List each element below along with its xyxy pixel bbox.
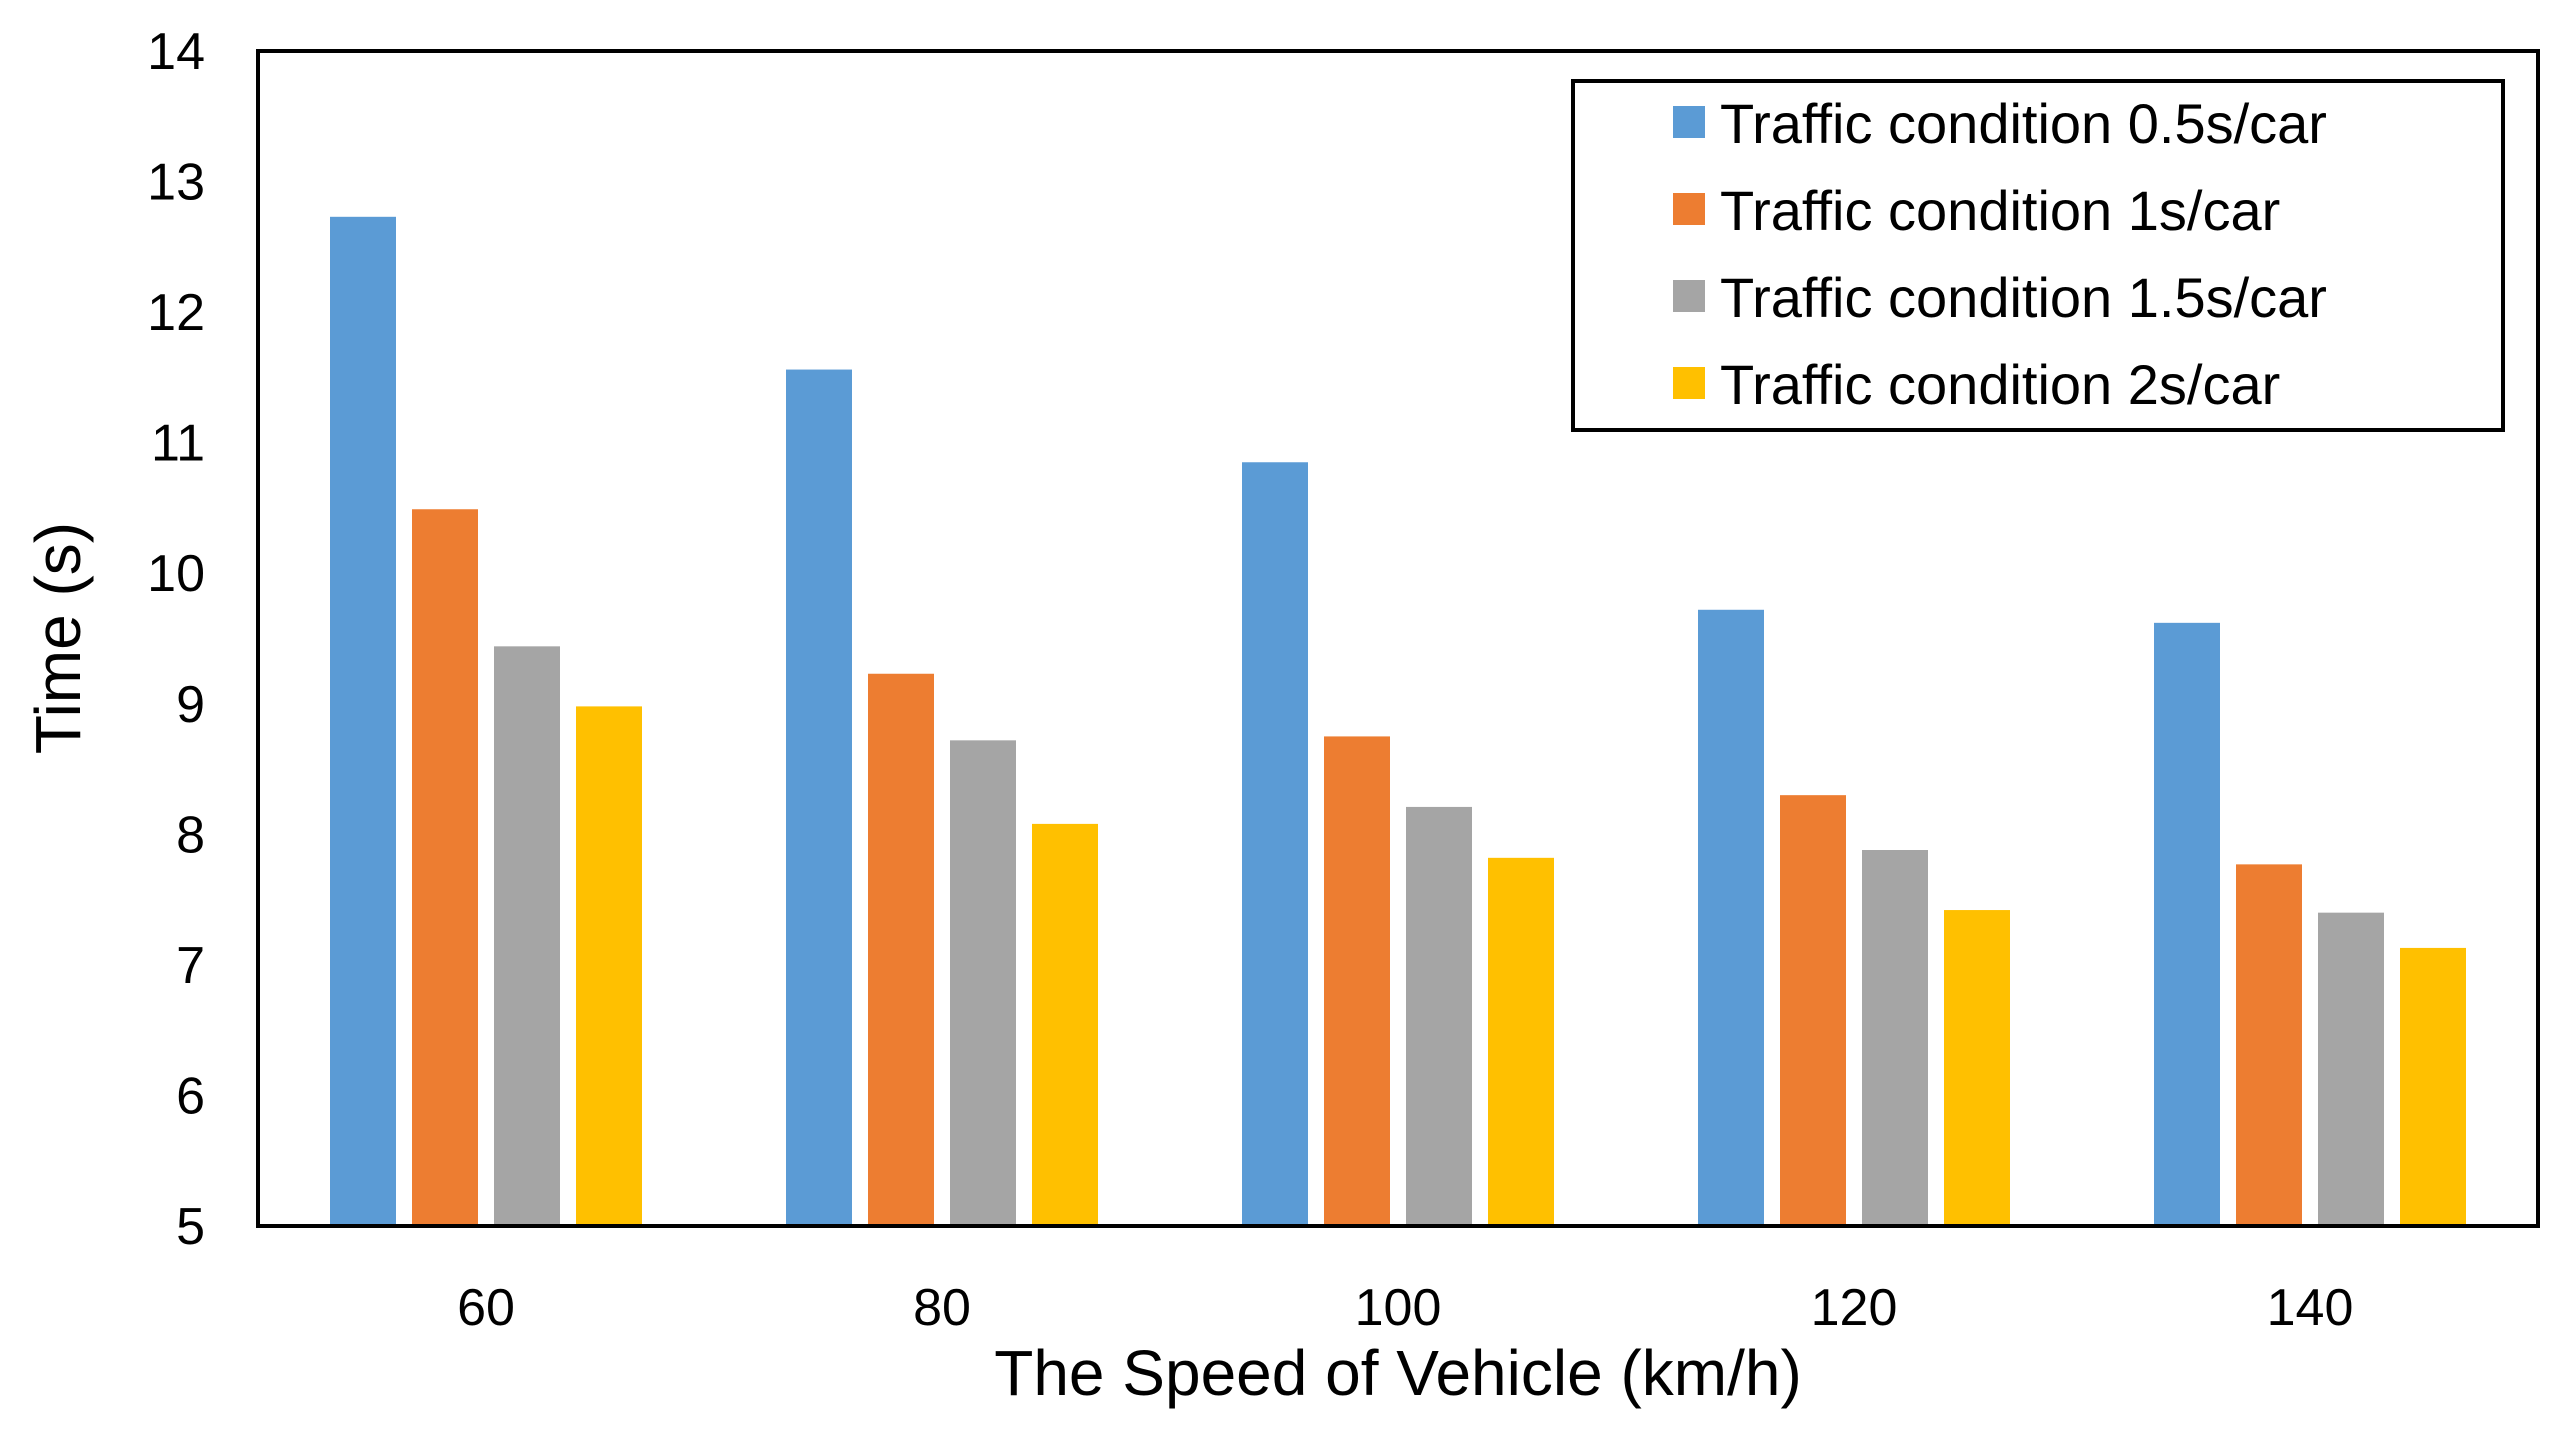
x-tick-label: 100 <box>1355 1279 1442 1337</box>
bar-100-series-1 <box>1242 462 1308 1226</box>
bar-100-series-4 <box>1488 857 1554 1226</box>
x-tick-label: 140 <box>2267 1279 2354 1337</box>
legend-swatch-3 <box>1673 280 1705 312</box>
bar-60-series-1 <box>330 216 396 1227</box>
y-tick-label: 6 <box>176 1067 205 1125</box>
legend-label-3: Traffic condition 1.5s/car <box>1720 266 2327 329</box>
legend-swatch-1 <box>1673 106 1705 138</box>
x-axis-ticks: 60 80 100 120 140 <box>457 1279 2353 1337</box>
legend-label-2: Traffic condition 1s/car <box>1720 179 2280 242</box>
bar-80-series-4 <box>1032 823 1098 1226</box>
bar-140-series-2 <box>2236 864 2302 1226</box>
legend: Traffic condition 0.5s/car Traffic condit… <box>1571 79 2505 432</box>
y-tick-label: 13 <box>147 154 205 212</box>
bar-80-series-3 <box>950 740 1016 1226</box>
legend-label-1: Traffic condition 0.5s/car <box>1720 92 2327 155</box>
bar-60-series-2 <box>412 509 478 1226</box>
plot-area-frame <box>256 49 2540 1228</box>
x-tick-label: 60 <box>457 1279 515 1337</box>
bars-group <box>330 216 2466 1227</box>
x-tick-label: 120 <box>1811 1279 1898 1337</box>
bar-60-series-3 <box>494 646 560 1226</box>
bar-140-series-4 <box>2400 947 2466 1226</box>
legend-swatch-2 <box>1673 193 1705 225</box>
bar-120-series-1 <box>1698 609 1764 1226</box>
legend-label-4: Traffic condition 2s/car <box>1720 353 2280 416</box>
y-tick-label: 11 <box>151 415 205 473</box>
y-axis-title: Time (s) <box>22 522 94 754</box>
y-tick-label: 8 <box>176 806 205 864</box>
legend-frame <box>1571 79 2505 432</box>
bar-140-series-1 <box>2154 622 2220 1226</box>
bar-100-series-2 <box>1324 736 1390 1226</box>
y-tick-label: 14 <box>147 23 205 81</box>
y-tick-label: 5 <box>176 1198 205 1256</box>
y-tick-label: 12 <box>147 284 205 342</box>
y-axis-ticks: 5 6 7 8 9 10 11 12 13 14 <box>147 23 205 1256</box>
y-tick-label: 9 <box>176 676 205 734</box>
y-tick-label: 10 <box>147 545 205 603</box>
y-tick-label: 7 <box>176 937 205 995</box>
x-axis-title: The Speed of Vehicle (km/h) <box>994 1337 1802 1409</box>
bar-120-series-4 <box>1944 910 2010 1226</box>
bar-140-series-3 <box>2318 912 2384 1226</box>
x-tick-label: 80 <box>913 1279 971 1337</box>
bar-60-series-4 <box>576 706 642 1226</box>
bar-120-series-3 <box>1862 850 1928 1226</box>
bar-80-series-1 <box>786 369 852 1226</box>
bar-100-series-3 <box>1406 806 1472 1226</box>
bar-120-series-2 <box>1780 795 1846 1226</box>
legend-swatch-4 <box>1673 367 1705 399</box>
bar-80-series-2 <box>868 673 934 1226</box>
